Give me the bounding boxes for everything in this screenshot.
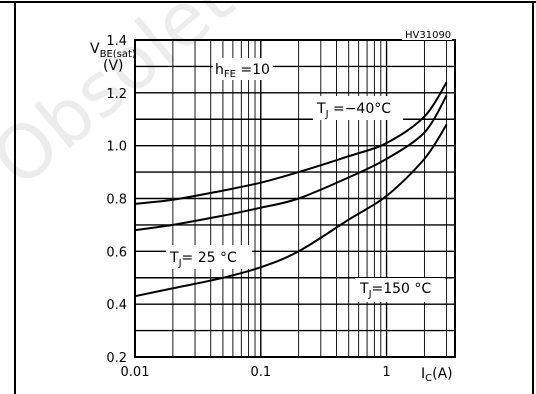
series-label-3-main: T [359, 281, 369, 297]
x-tick-label-0: 0.01 [121, 365, 150, 380]
series-label-bg-1 [313, 96, 403, 120]
y-tick-label-6: 1.4 [106, 34, 127, 49]
series-curve-3 [134, 123, 448, 298]
series-label-1-value: =−40°C [329, 101, 392, 117]
series-curve-1 [134, 81, 448, 205]
series-label-bg-2 [166, 245, 252, 269]
grid [134, 39, 455, 358]
y-axis-label: VBE(sat) (V) [90, 41, 136, 74]
y-tick-label-2: 0.6 [106, 245, 127, 260]
y-axis-label-sub: BE(sat) [100, 49, 136, 60]
series-label-2-value: = 25 °C [182, 250, 237, 266]
series-label-1-main: T [316, 101, 326, 117]
condition-label: hFE =10 [215, 62, 270, 80]
x-tick-label-1: 0.1 [250, 365, 271, 380]
x-tick-labels: 0.01 0.1 1 [121, 365, 391, 380]
series-label-1-sub: J [325, 109, 329, 120]
series-label-bg-3 [355, 278, 445, 302]
series-label-2-main: T [169, 250, 179, 266]
series-curve-2 [134, 94, 448, 232]
x-tick-label-2: 1 [382, 365, 390, 380]
svg-text:VBE(sat): VBE(sat) [90, 41, 136, 60]
curves [134, 81, 448, 298]
condition-label-sub: FE [224, 69, 236, 80]
figure-code-bg [402, 28, 452, 40]
series-label-3-value: =150 °C [372, 281, 432, 297]
x-axis-label-unit: (A) [432, 366, 453, 382]
series-label-3: TJ=150 °C [359, 281, 431, 300]
x-axis-label: IC(A) [421, 366, 453, 384]
figure-code: HV31090 [405, 30, 451, 41]
y-tick-label-0: 0.2 [106, 351, 127, 366]
plot-frame [134, 39, 456, 358]
y-tick-label-4: 1.0 [106, 140, 127, 155]
x-axis-label-sub: C [425, 373, 432, 384]
condition-label-bg [213, 58, 273, 80]
x-axis-label-main: I [421, 366, 425, 382]
y-tick-label-3: 0.8 [106, 193, 127, 208]
y-tick-label-5: 1.2 [106, 87, 127, 102]
condition-label-main: h [215, 62, 224, 78]
y-tick-label-1: 0.4 [106, 298, 127, 313]
y-axis-label-main: V [90, 41, 100, 57]
y-tick-labels: 0.2 0.4 0.6 0.8 1.0 1.2 1.4 [106, 34, 127, 366]
series-label-1: TJ =−40°C [316, 101, 391, 120]
series-label-2: TJ= 25 °C [169, 250, 237, 269]
series-label-3-sub: J [368, 289, 372, 300]
condition-label-value: =10 [236, 62, 270, 78]
y-axis-unit: (V) [103, 58, 124, 74]
series-label-2-sub: J [178, 258, 182, 269]
